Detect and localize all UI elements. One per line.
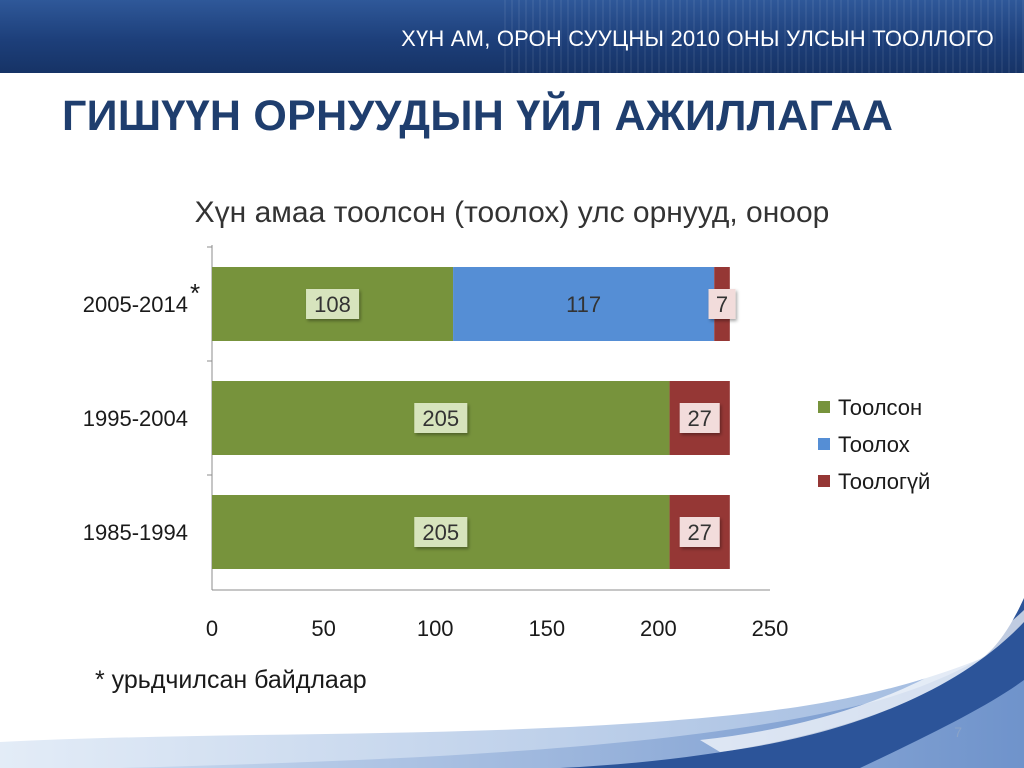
x-tick-label-2: 100 xyxy=(417,616,454,641)
x-tick-label-1: 50 xyxy=(311,616,335,641)
header-stripes xyxy=(504,0,1024,73)
y-tick-label-2: 1985-1994 xyxy=(83,520,188,545)
legend-label-2: Тоологүй xyxy=(838,469,930,494)
y-tick-label-0: 2005-2014 xyxy=(83,292,188,317)
header-bar: ХҮН АМ, ОРОН СУУЦНЫ 2010 ОНЫ УЛСЫН ТООЛЛ… xyxy=(0,0,1024,73)
chart-title: Хүн амаа тоолсон (тоолох) улс орнууд, он… xyxy=(195,196,830,229)
data-label-box-2-2 xyxy=(679,517,720,547)
x-tick-label-3: 150 xyxy=(528,616,565,641)
legend-label-1: Тоолох xyxy=(838,432,910,457)
x-tick-label-5: 250 xyxy=(752,616,789,641)
data-label-1-0: 117 xyxy=(566,292,601,317)
decorative-wave-dark xyxy=(560,598,1024,768)
decorative-wave-top xyxy=(700,610,1024,752)
legend-swatch-1 xyxy=(818,438,830,450)
data-label-box-0-1 xyxy=(414,403,468,433)
legend-label-0: Тоолсон xyxy=(838,395,922,420)
legend-swatch-0 xyxy=(818,401,830,413)
preliminary-marker: * xyxy=(190,278,200,308)
header-title: ХҮН АМ, ОРОН СУУЦНЫ 2010 ОНЫ УЛСЫН ТООЛЛ… xyxy=(401,26,994,51)
data-label-box-2-1 xyxy=(679,403,720,433)
data-label-2-1: 27 xyxy=(687,406,711,431)
y-tick-label-1: 1995-2004 xyxy=(83,406,188,431)
page-number: 7 xyxy=(954,724,962,740)
data-label-0-1: 205 xyxy=(422,406,459,431)
data-label-2-0: 7 xyxy=(716,292,728,317)
data-label-box-0-2 xyxy=(414,517,468,547)
bar-segment-1-0 xyxy=(453,267,715,341)
data-label-0-0: 108 xyxy=(314,292,351,317)
slide-title: ГИШҮҮН ОРНУУДЫН ҮЙЛ АЖИЛЛАГАА xyxy=(62,92,894,140)
data-label-0-2: 205 xyxy=(422,520,459,545)
data-label-2-2: 27 xyxy=(687,520,711,545)
data-label-box-0-0 xyxy=(306,289,360,319)
x-tick-label-4: 200 xyxy=(640,616,677,641)
data-label-box-2-0 xyxy=(708,289,736,319)
footnote: * урьдчилсан байдлаар xyxy=(95,666,367,694)
legend-swatch-2 xyxy=(818,475,830,487)
x-tick-label-0: 0 xyxy=(206,616,218,641)
